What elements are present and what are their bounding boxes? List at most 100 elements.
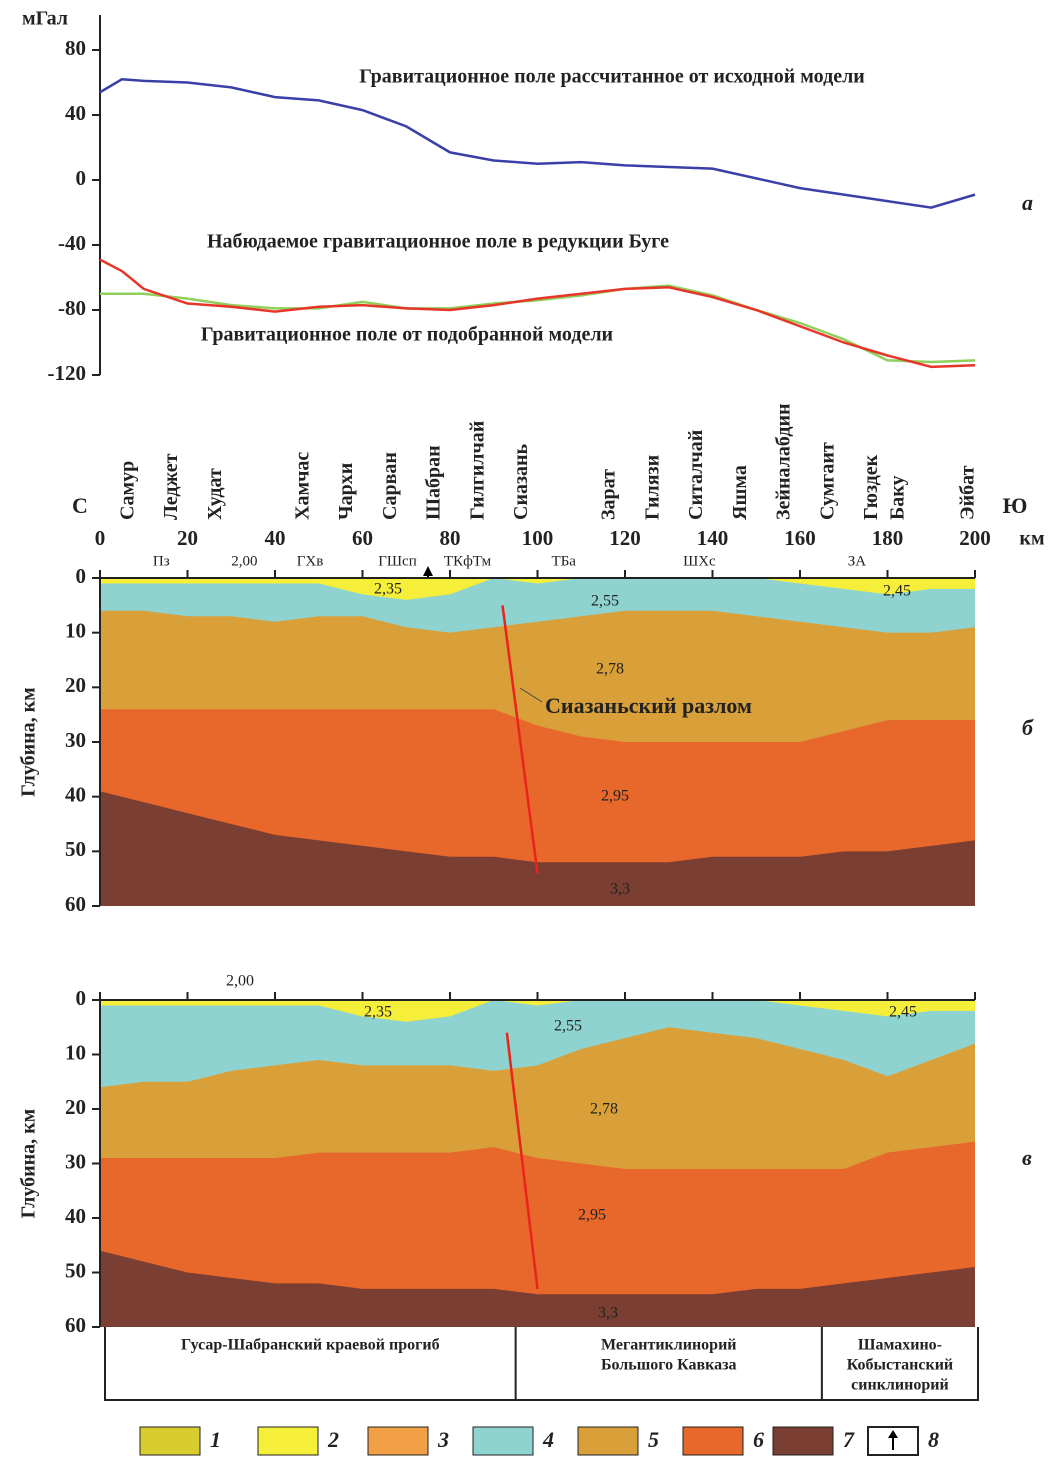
y-tick-label: 0 xyxy=(76,564,87,588)
station-label: Чархи xyxy=(335,463,357,520)
x-tick-label: 180 xyxy=(872,526,904,550)
zone-label: ГХв xyxy=(297,553,324,569)
legend-label: 4 xyxy=(542,1427,554,1452)
zone-label: ГШсп xyxy=(378,553,417,569)
y-tick-label: -120 xyxy=(48,361,87,385)
density-label: 3,3 xyxy=(598,1305,618,1322)
station-label: Леджет xyxy=(160,453,182,520)
station-label: Самур xyxy=(116,461,138,520)
station-label: Яшма xyxy=(729,465,751,520)
region-label: Кобыстанский xyxy=(847,1357,953,1374)
annotation: 2,45 xyxy=(889,1004,917,1021)
station-label: Худат xyxy=(204,468,226,520)
legend-label: 1 xyxy=(210,1427,221,1452)
x-tick-label: 200 xyxy=(959,526,991,550)
series-label: Набюдаемое гравитационное поле в редукци… xyxy=(207,231,669,253)
legend-swatch xyxy=(867,1426,919,1456)
density-label: 2,78 xyxy=(596,661,624,678)
zone-label: Пз xyxy=(153,553,170,569)
y-tick-label: -80 xyxy=(58,296,86,320)
zone-label: ЗА xyxy=(848,553,867,569)
zone-label: ШХс xyxy=(683,553,716,569)
density-label: 3,3 xyxy=(610,881,630,898)
panel-letter: б xyxy=(1022,715,1034,740)
fault xyxy=(505,1032,539,1289)
legend-swatch xyxy=(139,1426,201,1456)
x-tick-label: 140 xyxy=(697,526,729,550)
x-tick-label: 60 xyxy=(352,526,373,550)
station-label: Гилязи xyxy=(641,455,663,520)
x-tick-label: 100 xyxy=(522,526,554,550)
fault-leader xyxy=(519,687,543,703)
legend-label: 8 xyxy=(928,1427,939,1452)
zone-label: ТКфТм xyxy=(444,553,492,569)
legend-label: 5 xyxy=(648,1427,659,1452)
density-label: 2,55 xyxy=(591,593,619,610)
series-line xyxy=(99,258,976,369)
series-label: Гравитационное поле от подобранной модел… xyxy=(201,324,613,346)
y-axis-label: Глубина, км xyxy=(18,1109,40,1219)
zone-label: ТБа xyxy=(552,553,577,569)
y-tick-label: 40 xyxy=(65,782,86,806)
density-label: 2,55 xyxy=(554,1018,582,1035)
zone-label: 2,00 xyxy=(231,553,257,569)
panel-letter: в xyxy=(1022,1145,1032,1170)
station-label: Сумгаит xyxy=(816,442,838,520)
station-label: Зейналабдин xyxy=(773,403,795,520)
y-axis-label: Глубина, км xyxy=(18,687,40,797)
legend-label: 3 xyxy=(437,1427,449,1452)
y-tick-label: 40 xyxy=(65,1204,86,1228)
x-tick-label: 120 xyxy=(609,526,641,550)
legend-swatch xyxy=(472,1426,534,1456)
layer xyxy=(100,791,975,906)
density-label: 2,35 xyxy=(374,581,402,598)
x-unit: км xyxy=(1019,528,1044,550)
y-tick-label: 50 xyxy=(65,837,86,861)
legend-arrowhead xyxy=(888,1430,898,1438)
station-label: Гилгилчай xyxy=(466,421,488,520)
region-label: Мегантиклинорий xyxy=(601,1337,737,1354)
y-tick-label: 0 xyxy=(76,166,87,190)
y-tick-label: 60 xyxy=(65,1313,86,1337)
y-tick-label: 20 xyxy=(65,1095,86,1119)
legend-swatch xyxy=(257,1426,319,1456)
legend-label: 7 xyxy=(843,1427,855,1452)
legend-label: 2 xyxy=(327,1427,339,1452)
y-tick-label: -40 xyxy=(58,231,86,255)
station-label: Гюздек xyxy=(860,454,882,520)
series-label: Гравитационное поле рассчитанное от исхо… xyxy=(359,66,865,88)
station-label: Сиазань xyxy=(510,443,532,520)
station-label: Шабран xyxy=(423,445,445,520)
y-tick-label: 30 xyxy=(65,1149,86,1173)
x-tick-label: 20 xyxy=(177,526,198,550)
region-label: Гусар-Шабранский краевой прогиб xyxy=(181,1337,440,1354)
station-label: Сарван xyxy=(379,452,401,520)
density-label: 2,95 xyxy=(578,1207,606,1224)
x-tick-label: 0 xyxy=(95,526,106,550)
station-label: Эйбат xyxy=(956,465,978,520)
region-label: синклинорий xyxy=(851,1377,949,1394)
south-label: Ю xyxy=(1003,493,1028,518)
station-label: Зарат xyxy=(598,469,620,520)
y-tick-label: 80 xyxy=(65,36,86,60)
y-tick-label: 20 xyxy=(65,673,86,697)
y-tick-label: 10 xyxy=(65,618,86,642)
station-label: Хамчас xyxy=(291,452,313,520)
legend-label: 6 xyxy=(753,1427,764,1452)
density-label: 2,95 xyxy=(601,788,629,805)
annotation: 2,45 xyxy=(883,583,911,600)
legend-swatch xyxy=(367,1426,429,1456)
annotation: 2,00 xyxy=(226,973,254,990)
north-label: С xyxy=(72,493,88,518)
fault xyxy=(501,605,539,874)
density-label: 2,35 xyxy=(364,1004,392,1021)
series-line xyxy=(99,77,976,209)
layer xyxy=(100,1141,975,1327)
panel-letter: а xyxy=(1022,190,1033,215)
legend-swatch xyxy=(682,1426,744,1456)
y-tick-label: 50 xyxy=(65,1258,86,1282)
legend-swatch xyxy=(577,1426,639,1456)
x-tick-label: 80 xyxy=(440,526,461,550)
station-label: Ситалчай xyxy=(685,430,707,520)
